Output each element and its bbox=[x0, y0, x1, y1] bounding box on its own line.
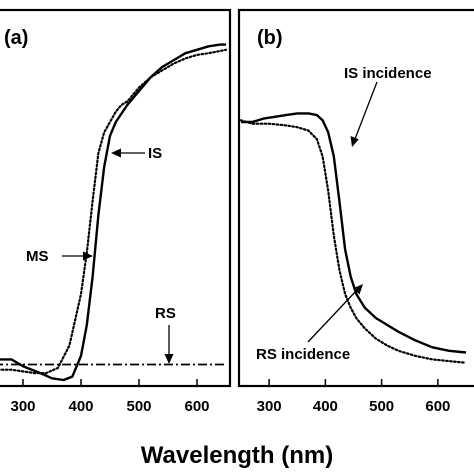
panel-a-series-ms-line bbox=[0, 48, 228, 375]
panel-b-x-ticks bbox=[268, 379, 439, 386]
panel-b-curves bbox=[239, 112, 468, 364]
panel-b-x-tick-label: 400 bbox=[313, 398, 338, 415]
panel-b-frame bbox=[237, 8, 474, 388]
panel-b-x-tick-label: 600 bbox=[425, 398, 450, 415]
panel-a-x-tick-labels: 300 400 500 600 bbox=[10, 398, 209, 415]
panel-a-tag: (a) bbox=[4, 27, 28, 49]
panel-b-x-tick-labels: 300 400 500 600 bbox=[257, 398, 451, 415]
panel-a-x-tick-label: 400 bbox=[68, 398, 93, 415]
panel-b: 300 400 500 600 (b) IS incidence RS inciden… bbox=[237, 8, 474, 415]
annotation-ms-text: MS bbox=[26, 248, 49, 265]
annotation-is-incidence-text: IS incidence bbox=[344, 65, 432, 82]
panel-a-x-ticks bbox=[22, 379, 198, 386]
panel-b-x-tick-label: 300 bbox=[257, 398, 282, 415]
panel-a-curves bbox=[0, 43, 228, 382]
annotation-rs-incidence-text: RS incidence bbox=[256, 346, 350, 363]
annotation-rs: RS bbox=[155, 305, 176, 364]
panel-b-series-rs-incidence-line bbox=[239, 119, 468, 364]
annotation-is: IS bbox=[111, 145, 162, 162]
panel-b-tag: (b) bbox=[257, 27, 283, 49]
annotation-is-text: IS bbox=[148, 145, 162, 162]
panel-a: 300 400 500 600 (a) IS MS RS bbox=[0, 8, 232, 415]
annotation-is-incidence: IS incidence bbox=[344, 65, 432, 147]
panel-a-x-tick-label: 600 bbox=[184, 398, 209, 415]
panel-b-x-tick-label: 500 bbox=[369, 398, 394, 415]
panel-a-x-tick-label: 300 bbox=[10, 398, 35, 415]
annotation-ms: MS bbox=[26, 248, 93, 265]
panel-a-x-tick-label: 500 bbox=[126, 398, 151, 415]
panel-a-frame bbox=[0, 8, 232, 388]
annotation-rs-text: RS bbox=[155, 305, 176, 322]
x-axis-label: Wavelength (nm) bbox=[141, 442, 333, 469]
panel-a-series-is-line bbox=[0, 43, 226, 382]
annotation-rs-incidence: RS incidence bbox=[256, 284, 363, 363]
panel-b-series-is-incidence-line bbox=[241, 112, 467, 354]
